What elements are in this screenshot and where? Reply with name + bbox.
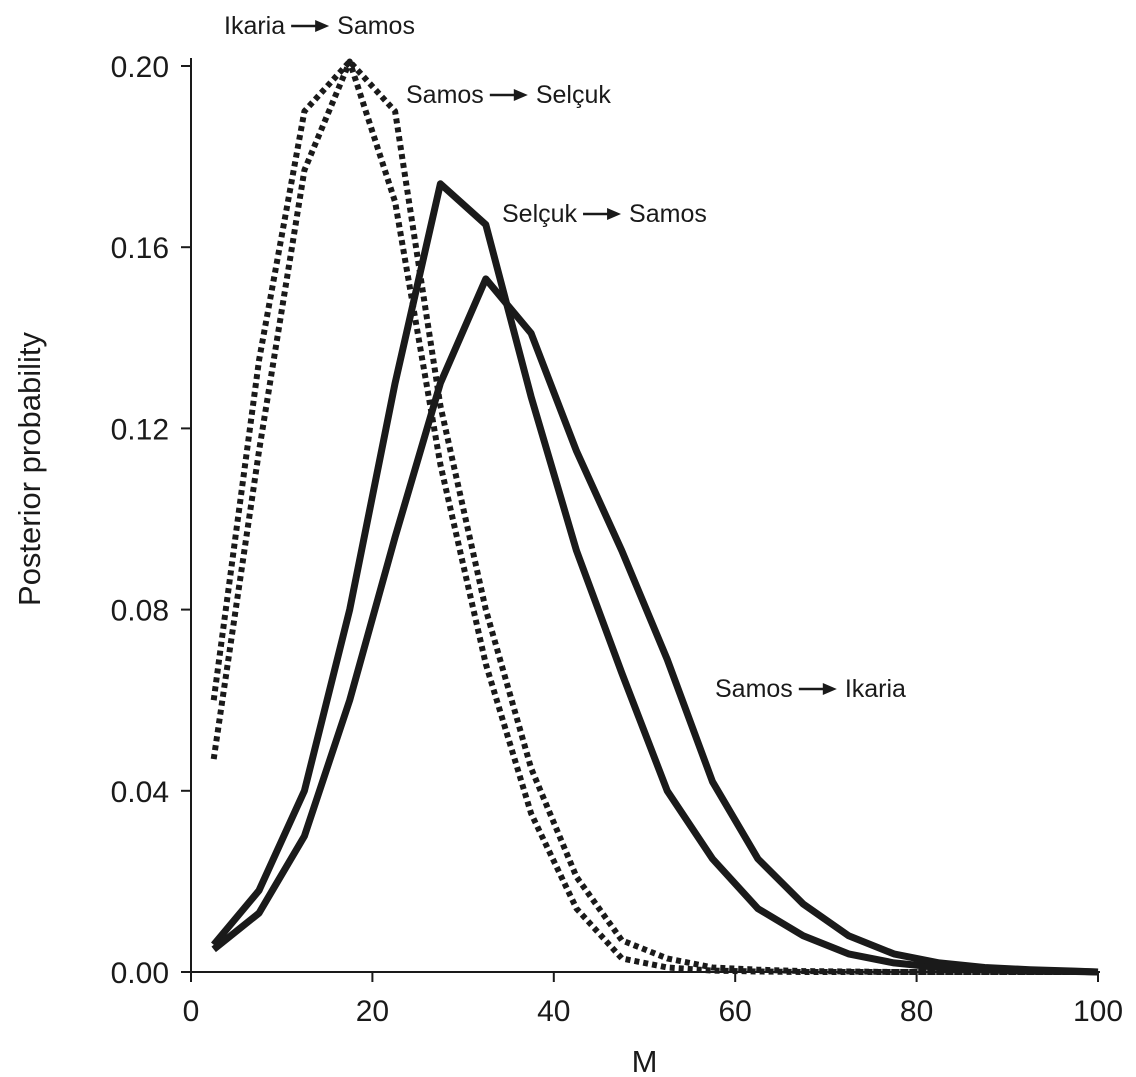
annotation-from-label: Samos xyxy=(406,81,484,109)
axes xyxy=(190,58,1100,973)
annotation-from-label: Selçuk xyxy=(502,200,578,228)
annotation-from-label: Ikaria xyxy=(224,12,285,40)
y-tick-label: 0.04 xyxy=(111,776,169,809)
x-tick-label: 0 xyxy=(183,995,200,1028)
y-tick-label: 0.00 xyxy=(111,957,169,990)
y-tick-label: 0.12 xyxy=(111,413,169,446)
annotation-to-label: Samos xyxy=(337,12,415,40)
y-tick-label: 0.08 xyxy=(111,595,169,628)
series-line-4 xyxy=(211,275,1099,976)
annotation-arrow-head xyxy=(315,20,330,32)
annotation-samos-ikaria: Samos Ikaria xyxy=(715,675,906,703)
annotation-arrow-head xyxy=(822,683,837,695)
annotation-to-label: Ikaria xyxy=(845,675,906,703)
y-axis-label: Posterior probability xyxy=(12,332,47,606)
series-line-3 xyxy=(211,180,1099,976)
series-line-2 xyxy=(210,58,1076,975)
annotation-arrow-head xyxy=(607,208,622,220)
series-line-1 xyxy=(210,58,1076,975)
x-tick-label: 20 xyxy=(356,995,389,1028)
annotation-to-label: Selçuk xyxy=(536,81,612,109)
series-layer xyxy=(210,58,1099,976)
annotation-to-label: Samos xyxy=(629,200,707,228)
x-tick-label: 100 xyxy=(1073,995,1123,1028)
annotation-selcuk-samos: Selçuk Samos xyxy=(502,200,707,228)
annotation-arrow-head xyxy=(513,89,528,101)
x-tick-label: 60 xyxy=(719,995,752,1028)
annotation-from-label: Samos xyxy=(715,675,793,703)
x-tick-label: 80 xyxy=(900,995,933,1028)
annotation-ikaria-samos: Ikaria Samos xyxy=(224,12,415,40)
annotation-samos-selcuk: Samos Selçuk xyxy=(406,81,611,109)
x-tick-label: 40 xyxy=(537,995,570,1028)
y-tick-label: 0.16 xyxy=(111,232,169,265)
y-tick-label: 0.20 xyxy=(111,51,169,84)
ticks: 0.00 0.04 0.08 0.12 0.16 0.20 0 20 40 60 80 100 xyxy=(111,51,1123,1028)
x-axis-label: M xyxy=(632,1044,658,1077)
